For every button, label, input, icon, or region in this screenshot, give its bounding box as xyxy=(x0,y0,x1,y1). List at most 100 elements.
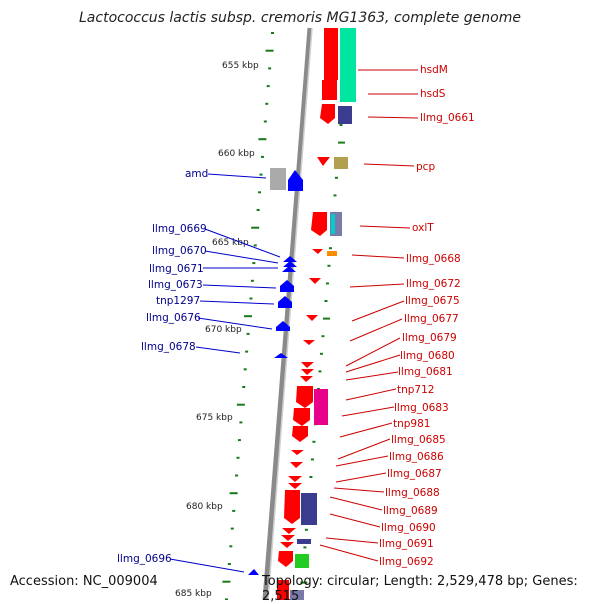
genome-backbone-highlight xyxy=(267,27,313,600)
label-llmg-0670[interactable]: llmg_0670 xyxy=(152,245,207,257)
ruler-label-660: 660 kbp xyxy=(218,149,255,159)
label-llmg-0692[interactable]: llmg_0692 xyxy=(379,556,434,568)
ruler-tick-major xyxy=(229,492,238,495)
feature-reverse-bottom-band xyxy=(290,590,304,600)
ruler-tick-minor xyxy=(230,527,234,530)
ruler-tick-minor xyxy=(310,458,314,461)
feature-forward-0670 xyxy=(283,261,297,267)
feature-reverse-0689 xyxy=(284,490,300,524)
feature-forward-0696 xyxy=(248,569,259,575)
label-llmg-0661[interactable]: llmg_0661 xyxy=(420,112,475,124)
feature-reverse-0681b xyxy=(301,369,314,375)
label-llmg-0690[interactable]: llmg_0690 xyxy=(381,522,436,534)
feature-reverse-tnp981 xyxy=(293,408,310,426)
ruler-tick-minor xyxy=(325,282,329,285)
feature-reverse-0689-band xyxy=(301,493,317,525)
feature-reverse-0661-band xyxy=(338,106,352,124)
feature-reverse-0677 xyxy=(306,315,318,321)
label-llmg-0672[interactable]: llmg_0672 xyxy=(406,278,461,290)
feature-reverse-0690 xyxy=(282,528,296,534)
feature-reverse-oxlT xyxy=(311,212,327,236)
feature-reverse-0683 xyxy=(296,386,313,408)
label-llmg-0668[interactable]: llmg_0668 xyxy=(406,253,461,265)
label-llmg-0683[interactable]: llmg_0683 xyxy=(394,402,449,414)
label-llmg-0687[interactable]: llmg_0687 xyxy=(387,468,442,480)
label-oxlT[interactable]: oxlT xyxy=(412,222,434,234)
label-tnp981[interactable]: tnp981 xyxy=(393,418,430,430)
ruler-tick-major xyxy=(244,315,253,318)
feature-reverse-0692 xyxy=(278,551,293,567)
feature-forward-amd-band xyxy=(270,168,286,190)
label-llmg-0676[interactable]: llmg_0676 xyxy=(146,312,201,324)
ruler-tick-minor xyxy=(245,350,249,353)
ruler-tick-minor xyxy=(319,352,323,355)
label-llmg-0689[interactable]: llmg_0689 xyxy=(383,505,438,517)
label-llmg-0696[interactable]: llmg_0696 xyxy=(117,553,172,565)
feature-reverse-tnp712 xyxy=(300,376,313,382)
ruler-tick-minor xyxy=(327,264,331,267)
ruler-tick-minor xyxy=(309,476,313,478)
feature-reverse-hsdS xyxy=(322,80,337,100)
label-llmg-0669[interactable]: llmg_0669 xyxy=(152,223,207,235)
ruler-tick-minor xyxy=(324,300,328,302)
feature-reverse-0679 xyxy=(303,340,315,345)
feature-forward-0671 xyxy=(282,266,296,272)
label-llmg-0686[interactable]: llmg_0686 xyxy=(389,451,444,463)
ruler-tick-major xyxy=(258,138,267,141)
label-hsdS[interactable]: hsdS xyxy=(420,88,446,100)
ruler-label-685: 685 kbp xyxy=(175,589,212,599)
feature-forward-0669 xyxy=(283,256,297,262)
ruler-labels: 655 kbp 660 kbp 665 kbp 670 kbp 675 kbp … xyxy=(175,61,259,599)
feature-reverse-0681a xyxy=(301,362,314,368)
label-llmg-0681[interactable]: llmg_0681 xyxy=(398,366,453,378)
feature-reverse-bottom xyxy=(277,580,289,600)
label-llmg-0680[interactable]: llmg_0680 xyxy=(400,350,455,362)
ruler-tick-minor xyxy=(271,32,274,34)
ruler-tick-minor xyxy=(321,335,325,338)
label-hsdM[interactable]: hsdM xyxy=(420,64,448,76)
ruler-tick-minor xyxy=(263,120,267,123)
ruler-tick-minor xyxy=(243,368,247,371)
map-title: Lactococcus lactis subsp. cremoris MG136… xyxy=(79,10,521,26)
ruler-label-675: 675 kbp xyxy=(196,413,233,423)
label-llmg-0675[interactable]: llmg_0675 xyxy=(405,295,460,307)
label-llmg-0671[interactable]: llmg_0671 xyxy=(149,263,204,275)
accession-text: Accession: NC_009004 xyxy=(10,574,158,589)
ruler-tick-major xyxy=(222,580,231,583)
label-llmg-0691[interactable]: llmg_0691 xyxy=(379,538,434,550)
label-tnp1297[interactable]: tnp1297 xyxy=(156,295,200,307)
ruler-tick-major xyxy=(300,581,308,584)
feature-forward-0673 xyxy=(280,280,294,292)
feature-reverse-pcp xyxy=(317,157,330,166)
ruler-tick-minor xyxy=(239,421,243,424)
label-tnp712[interactable]: tnp712 xyxy=(397,384,434,396)
feature-forward-tnp1297 xyxy=(278,296,292,308)
ruler-tick-minor xyxy=(229,545,233,548)
label-llmg-0678[interactable]: llmg_0678 xyxy=(141,341,196,353)
label-pcp[interactable]: pcp xyxy=(416,161,435,173)
label-llmg-0679[interactable]: llmg_0679 xyxy=(402,332,457,344)
forward-labels: amd llmg_0669 llmg_0670 llmg_0671 llmg_0… xyxy=(117,168,208,565)
label-llmg-0688[interactable]: llmg_0688 xyxy=(385,487,440,499)
feature-reverse-0668 xyxy=(312,249,323,254)
ruler-tick-major xyxy=(322,317,330,320)
ruler-tick-minor xyxy=(328,247,332,250)
label-llmg-0673[interactable]: llmg_0673 xyxy=(148,279,203,291)
forward-strand-features xyxy=(248,168,303,575)
ruler-tick-minor xyxy=(304,528,308,531)
label-llmg-0685[interactable]: llmg_0685 xyxy=(391,434,446,446)
leader-lines xyxy=(169,69,419,573)
reverse-strand-features xyxy=(277,28,356,600)
ruler-label-665: 665 kbp xyxy=(212,238,249,248)
ruler-tick-minor xyxy=(232,509,236,512)
ruler-tick-minor xyxy=(250,279,254,282)
label-llmg-0677[interactable]: llmg_0677 xyxy=(404,313,459,325)
ruler-tick-minor xyxy=(265,102,269,105)
feature-reverse-0691b xyxy=(280,542,294,548)
feature-forward-0678 xyxy=(274,353,288,358)
ruler-tick-major xyxy=(337,141,345,144)
feature-reverse-0685 xyxy=(292,426,308,442)
ruler-tick-minor xyxy=(258,191,262,194)
label-amd[interactable]: amd xyxy=(185,168,208,180)
